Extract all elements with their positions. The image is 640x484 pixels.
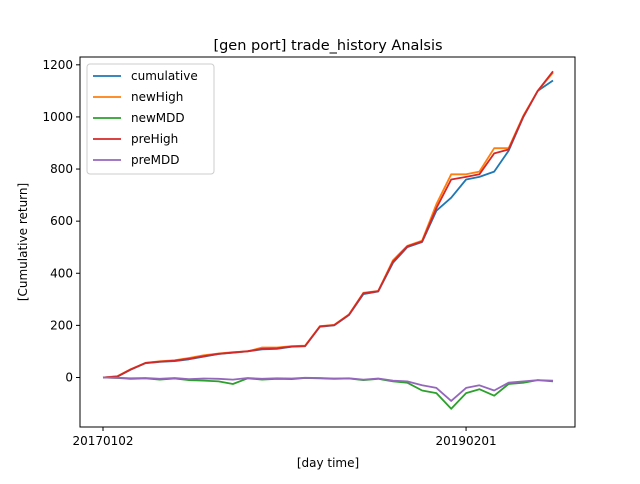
legend: cumulative newHigh newMDD preHigh preMDD: [86, 63, 215, 175]
legend-label-prehigh: preHigh: [131, 132, 178, 146]
legend-label-cumulative: cumulative: [131, 69, 198, 83]
axes-frame: [79, 56, 576, 428]
plot-area: [102, 70, 554, 410]
chart-title: [gen port] trade_history Analsis: [213, 38, 442, 54]
legend-label-newhigh: newHigh: [131, 90, 183, 104]
y-tick-label: 600: [50, 214, 73, 228]
y-tick-label: 1000: [42, 110, 73, 124]
x-tick-label: 20170102: [72, 434, 133, 448]
x-axis-label: [day time]: [297, 456, 359, 470]
x-axis-ticks: 20170102 20190201: [72, 427, 497, 448]
y-tick-label: 800: [50, 162, 73, 176]
y-axis-ticks: 0 200 400 600 800 1000 1200: [42, 58, 80, 384]
series-line-prehigh: [102, 70, 554, 379]
legend-label-newmdd: newMDD: [131, 111, 185, 125]
y-tick-label: 400: [50, 266, 73, 280]
y-axis-label: [Cumulative return]: [16, 183, 30, 301]
legend-box: [86, 63, 215, 175]
y-tick-label: 200: [50, 318, 73, 332]
x-tick-label: 20190201: [436, 434, 497, 448]
legend-label-premdd: preMDD: [131, 153, 180, 167]
y-tick-label: 1200: [42, 58, 73, 72]
y-tick-label: 0: [65, 370, 73, 384]
series-line-premdd: [102, 376, 554, 402]
